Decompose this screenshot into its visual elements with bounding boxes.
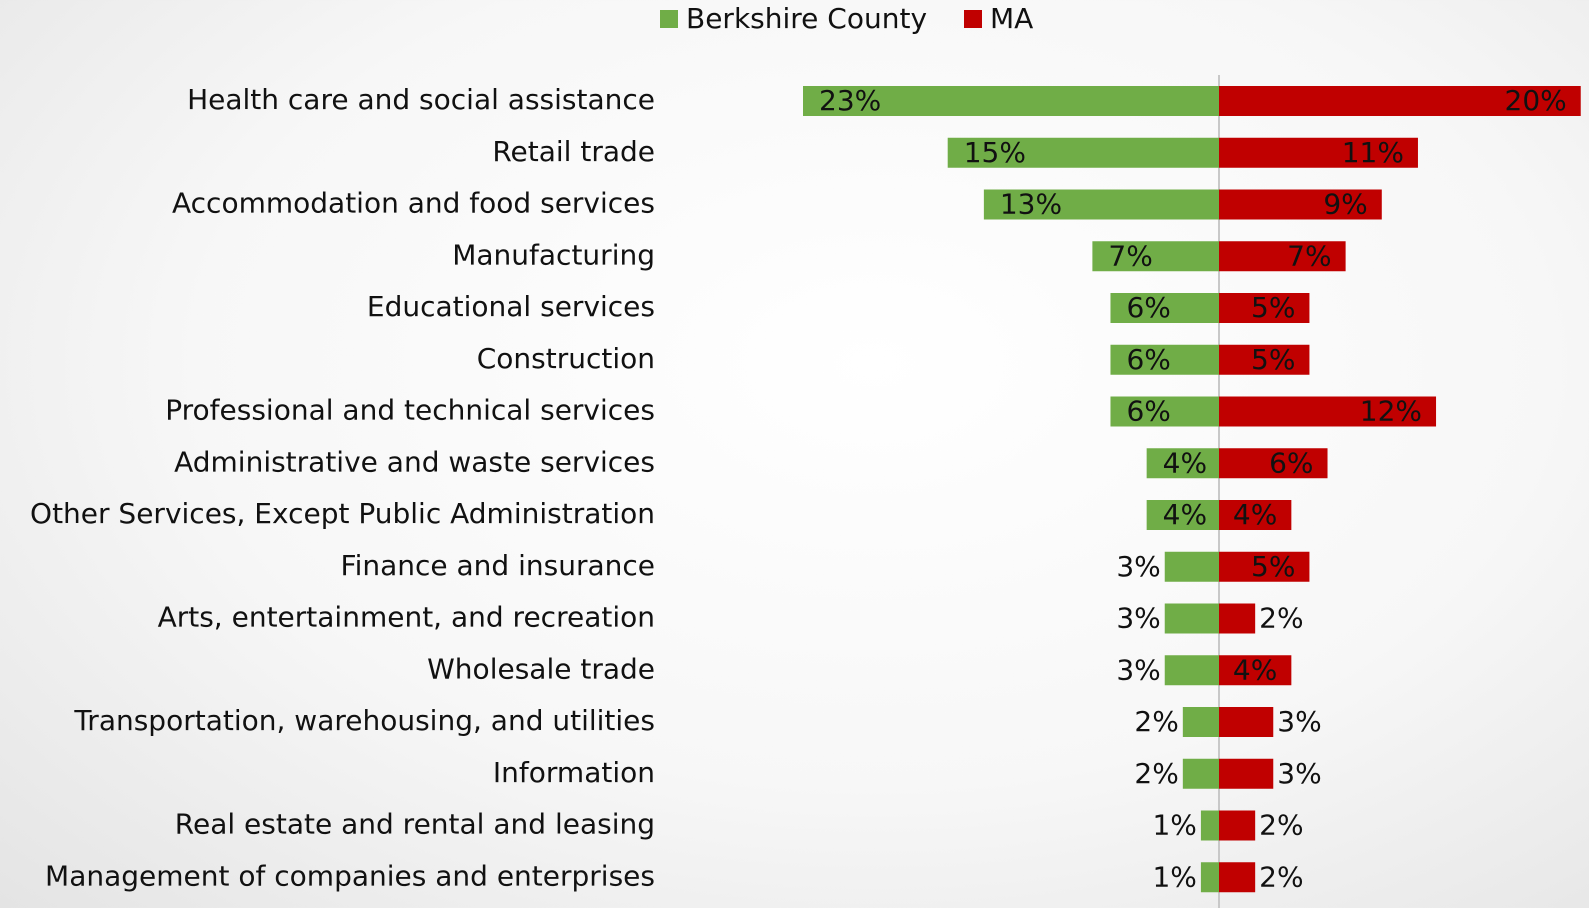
value-label: 20% xyxy=(1505,84,1567,117)
bar xyxy=(1219,396,1437,427)
bar xyxy=(1219,137,1418,168)
value-label: 3% xyxy=(1116,653,1160,686)
bar xyxy=(1164,655,1219,686)
bar xyxy=(1200,862,1219,893)
value-label: 2% xyxy=(1134,757,1178,790)
bar xyxy=(1110,396,1219,427)
category-label: Professional and technical services xyxy=(165,394,655,427)
value-label: 3% xyxy=(1277,705,1321,738)
category-label: Real estate and rental and leasing xyxy=(175,808,655,841)
category-label: Transportation, warehousing, and utiliti… xyxy=(73,704,655,737)
bar xyxy=(1219,293,1310,323)
value-label: 3% xyxy=(1116,602,1160,635)
value-label: 9% xyxy=(1323,188,1367,221)
value-label: 2% xyxy=(1259,809,1303,842)
value-label: 7% xyxy=(1287,239,1331,272)
bar xyxy=(947,137,1219,168)
value-label: 4% xyxy=(1163,446,1207,479)
bar xyxy=(1219,810,1256,841)
value-label: 5% xyxy=(1251,550,1295,583)
bar xyxy=(1219,551,1310,582)
bar xyxy=(1182,707,1219,737)
bar xyxy=(1219,448,1328,479)
value-label: 12% xyxy=(1360,395,1422,428)
value-label: 2% xyxy=(1259,860,1303,893)
category-label: Arts, entertainment, and recreation xyxy=(158,601,655,634)
bar xyxy=(1182,758,1219,789)
value-label: 13% xyxy=(1000,188,1062,221)
value-label: 6% xyxy=(1269,446,1313,479)
bar xyxy=(1110,293,1219,323)
bar xyxy=(1146,448,1219,479)
category-label: Construction xyxy=(477,342,655,375)
category-label: Health care and social assistance xyxy=(187,83,655,116)
bar xyxy=(1164,551,1219,582)
value-label: 15% xyxy=(964,136,1026,169)
value-label: 23% xyxy=(819,84,881,117)
bar xyxy=(1219,241,1346,272)
bar xyxy=(1219,500,1292,530)
bar xyxy=(1219,707,1274,737)
bar xyxy=(1219,189,1382,220)
bar xyxy=(1219,862,1256,893)
category-label: Wholesale trade xyxy=(427,652,655,685)
value-label: 5% xyxy=(1251,291,1295,324)
category-label: Educational services xyxy=(367,290,655,323)
bar xyxy=(1219,603,1256,634)
bar xyxy=(983,189,1219,220)
category-label: Administrative and waste services xyxy=(174,445,655,478)
value-label: 3% xyxy=(1116,550,1160,583)
category-label: Accommodation and food services xyxy=(172,187,655,220)
value-label: 2% xyxy=(1134,705,1178,738)
value-label: 11% xyxy=(1342,136,1404,169)
bar xyxy=(1219,655,1292,686)
category-label: Management of companies and enterprises xyxy=(45,859,655,892)
bar xyxy=(1219,86,1581,116)
category-label: Information xyxy=(493,756,655,789)
value-label: 1% xyxy=(1152,860,1196,893)
value-label: 6% xyxy=(1126,291,1170,324)
value-label: 1% xyxy=(1152,809,1196,842)
bar xyxy=(1146,500,1219,530)
bar xyxy=(1200,810,1219,841)
category-label: Manufacturing xyxy=(452,238,655,271)
legend-swatch xyxy=(964,10,982,28)
value-label: 2% xyxy=(1259,602,1303,635)
category-label: Other Services, Except Public Administra… xyxy=(30,497,655,530)
legend-label: Berkshire County xyxy=(686,2,927,35)
legend-swatch xyxy=(660,10,678,28)
bar xyxy=(803,86,1219,116)
value-label: 6% xyxy=(1126,395,1170,428)
legend-label: MA xyxy=(990,2,1033,35)
value-label: 6% xyxy=(1126,343,1170,376)
value-label: 3% xyxy=(1277,757,1321,790)
bar xyxy=(1219,344,1310,375)
bar xyxy=(1110,344,1219,375)
bar xyxy=(1092,241,1219,272)
value-label: 4% xyxy=(1233,653,1277,686)
value-label: 4% xyxy=(1233,498,1277,531)
value-label: 4% xyxy=(1163,498,1207,531)
bar xyxy=(1219,758,1274,789)
value-label: 5% xyxy=(1251,343,1295,376)
value-label: 7% xyxy=(1108,239,1152,272)
category-label: Retail trade xyxy=(492,135,655,168)
category-label: Finance and insurance xyxy=(341,549,656,582)
bar xyxy=(1164,603,1219,634)
